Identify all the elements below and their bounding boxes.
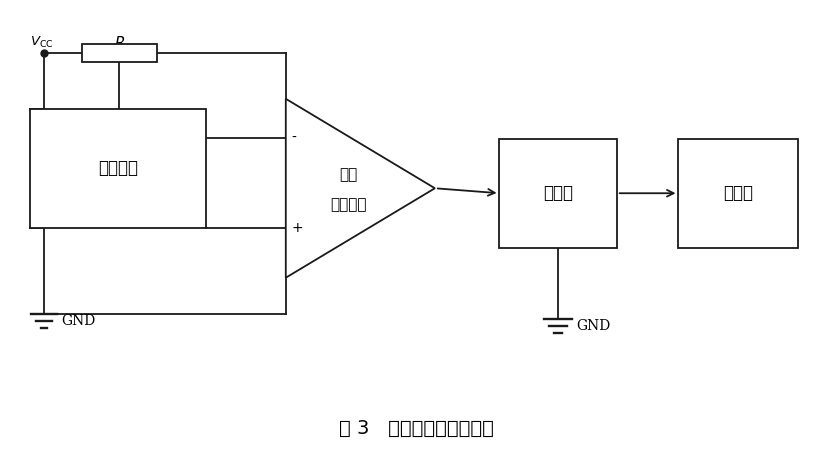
Bar xyxy=(678,139,798,248)
Bar xyxy=(500,139,616,248)
Text: 滤波器: 滤波器 xyxy=(543,184,573,202)
Text: GND: GND xyxy=(576,319,611,334)
Text: 霍尔元件: 霍尔元件 xyxy=(98,159,138,177)
Text: +: + xyxy=(292,221,303,235)
Text: -: - xyxy=(292,131,297,145)
Text: 图 3   传感器信号发生装置: 图 3 传感器信号发生装置 xyxy=(339,419,494,438)
Text: 单片机: 单片机 xyxy=(723,184,753,202)
Text: $R$: $R$ xyxy=(114,35,125,51)
Text: GND: GND xyxy=(61,315,96,328)
Bar xyxy=(82,44,157,62)
Text: 放大电路: 放大电路 xyxy=(330,197,367,212)
Bar xyxy=(30,109,207,228)
Text: $V_{\rm CC}$: $V_{\rm CC}$ xyxy=(29,35,53,50)
Text: 差分: 差分 xyxy=(339,167,357,182)
Polygon shape xyxy=(286,99,435,278)
